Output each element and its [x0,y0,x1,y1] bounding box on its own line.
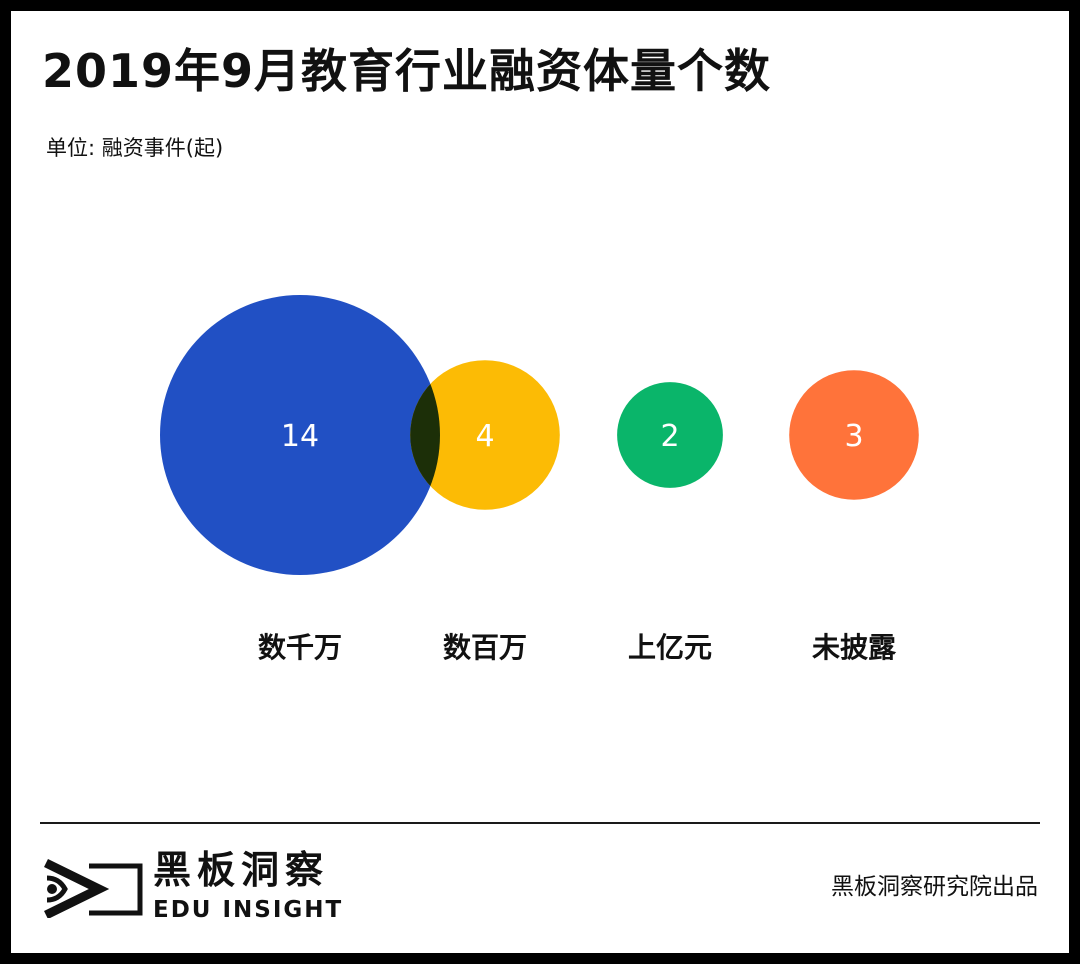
chart-card: 2019年9月教育行业融资体量个数 单位: 融资事件(起) 14 4 2 3 数千万 数… [11,11,1069,953]
brand-name-cn: 黑板洞察 [153,848,330,892]
bubble-2 [410,360,560,510]
chart-title: 2019年9月教育行业融资体量个数 [42,44,772,98]
footer-divider [40,822,1040,824]
category-label-3: 上亿元 [628,631,712,664]
bubble-1 [160,295,440,575]
bubble-4 [789,370,919,500]
value-label-4: 3 [844,419,863,454]
credit-text: 黑板洞察研究院出品 [831,874,1038,900]
category-label-2: 数百万 [443,631,527,664]
unit-label: 单位: 融资事件(起) [46,136,224,160]
value-label-2: 4 [475,419,494,454]
category-label-4: 未披露 [812,631,897,664]
value-label-3: 2 [660,419,679,454]
brand-name-en: EDU INSIGHT [153,897,344,923]
bubble-chart: 14 4 2 3 数千万 数百万 上亿元 未披露 [160,295,919,664]
bubble-3 [617,382,723,488]
edu-insight-logo-icon [44,858,143,918]
category-label-1: 数千万 [258,631,342,664]
value-label-1: 14 [281,419,319,454]
